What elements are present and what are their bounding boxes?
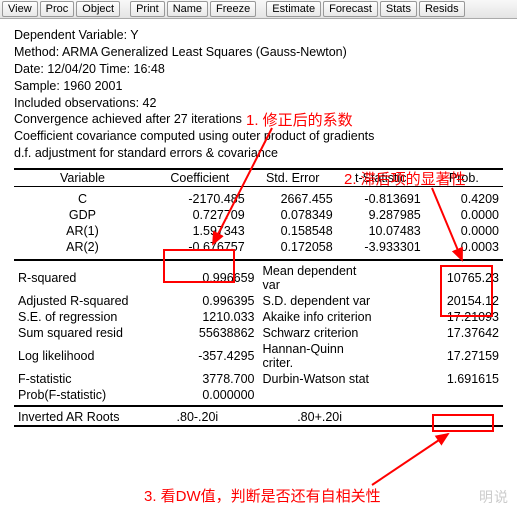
estimate-button[interactable]: Estimate (266, 1, 321, 17)
ar-roots-table: Inverted AR Roots .80-.20i .80+.20i (14, 405, 503, 429)
date-line: Date: 12/04/20 Time: 16:48 (14, 61, 503, 78)
header-stderror: Std. Error (249, 169, 337, 187)
forecast-button[interactable]: Forecast (323, 1, 378, 17)
df-adjustment-line: d.f. adjustment for standard errors & co… (14, 145, 503, 162)
freeze-button[interactable]: Freeze (210, 1, 256, 17)
resids-button[interactable]: Resids (419, 1, 465, 17)
stat-row: Log likelihood-357.4295Hannan-Quinn crit… (14, 341, 503, 371)
object-button[interactable]: Object (76, 1, 120, 17)
stat-row: S.E. of regression1210.033Akaike info cr… (14, 309, 503, 325)
watermark: 明说 (479, 487, 509, 507)
table-row: AR(2) -0.676757 0.172058 -3.933301 0.000… (14, 239, 503, 255)
covariance-line: Coefficient covariance computed using ou… (14, 128, 503, 145)
header-tstat: t-Statistic (337, 169, 425, 187)
header-variable: Variable (14, 169, 151, 187)
view-button[interactable]: View (2, 1, 38, 17)
name-button[interactable]: Name (167, 1, 208, 17)
print-button[interactable]: Print (130, 1, 165, 17)
table-row: AR(1) 1.597343 0.158548 10.07483 0.0000 (14, 223, 503, 239)
included-obs-line: Included observations: 42 (14, 95, 503, 112)
header-prob: Prob. (425, 169, 503, 187)
table-row: GDP 0.727709 0.078349 9.287985 0.0000 (14, 207, 503, 223)
annotation-3: 3. 看DW值，判断是否还有自相关性 (144, 485, 381, 506)
stat-row: Sum squared resid55638862Schwarz criteri… (14, 325, 503, 341)
stat-row: R-squared0.996659Mean dependent var10765… (14, 263, 503, 293)
inverted-roots-label: Inverted AR Roots (14, 409, 136, 426)
results-panel: Dependent Variable: Y Method: ARMA Gener… (0, 19, 517, 433)
root-1: .80-.20i (136, 409, 258, 426)
stat-row: F-statistic3778.700Durbin-Watson stat1.6… (14, 371, 503, 387)
root-2: .80+.20i (259, 409, 381, 426)
coefficients-table: Variable Coefficient Std. Error t-Statis… (14, 168, 503, 259)
convergence-line: Convergence achieved after 27 iterations (14, 111, 503, 128)
method-line: Method: ARMA Generalized Least Squares (… (14, 44, 503, 61)
stat-row: Adjusted R-squared0.996395S.D. dependent… (14, 293, 503, 309)
toolbar: View Proc Object Print Name Freeze Estim… (0, 0, 517, 19)
proc-button[interactable]: Proc (40, 1, 75, 17)
header-coefficient: Coefficient (151, 169, 249, 187)
dep-var-line: Dependent Variable: Y (14, 27, 503, 44)
table-row: C -2170.485 2667.455 -0.813691 0.4209 (14, 191, 503, 207)
summary-stats-table: R-squared0.996659Mean dependent var10765… (14, 259, 503, 405)
sample-line: Sample: 1960 2001 (14, 78, 503, 95)
stats-button[interactable]: Stats (380, 1, 417, 17)
stat-row: Prob(F-statistic)0.000000 (14, 387, 503, 403)
